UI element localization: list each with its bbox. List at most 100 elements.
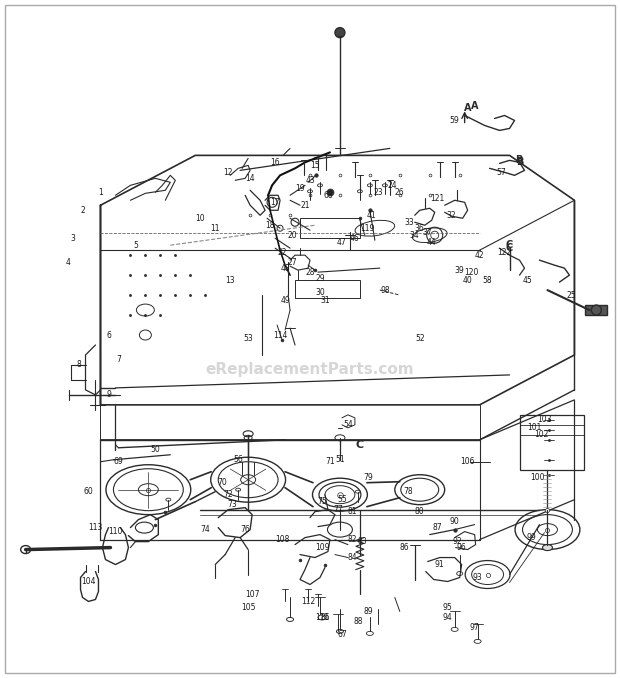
Text: 100: 100 xyxy=(530,473,545,482)
Text: 114: 114 xyxy=(273,330,287,340)
Text: 25: 25 xyxy=(567,291,576,300)
Text: 81: 81 xyxy=(347,507,356,516)
Text: 96: 96 xyxy=(457,543,466,552)
Ellipse shape xyxy=(542,544,552,551)
Text: 3: 3 xyxy=(70,234,75,243)
Text: 10: 10 xyxy=(195,214,205,223)
Bar xyxy=(520,415,585,470)
Text: 42: 42 xyxy=(475,251,484,260)
Text: 22: 22 xyxy=(277,247,287,257)
Text: 67: 67 xyxy=(337,630,347,639)
Text: 92: 92 xyxy=(453,537,463,546)
Text: 33: 33 xyxy=(405,218,415,226)
Text: 71: 71 xyxy=(325,457,335,466)
Text: 97: 97 xyxy=(470,623,479,632)
Text: 98: 98 xyxy=(380,285,389,295)
Text: 60: 60 xyxy=(84,487,94,496)
Text: 79: 79 xyxy=(363,473,373,482)
Text: 75: 75 xyxy=(317,497,327,506)
Text: 52: 52 xyxy=(415,334,425,342)
Text: 91: 91 xyxy=(435,560,445,569)
Text: 89: 89 xyxy=(363,607,373,616)
Text: 2: 2 xyxy=(80,205,85,215)
Text: 74: 74 xyxy=(200,525,210,534)
Text: 57: 57 xyxy=(497,168,507,177)
Text: 58: 58 xyxy=(483,276,492,285)
Text: 1: 1 xyxy=(98,188,103,197)
Text: 23: 23 xyxy=(373,188,383,197)
Text: 5: 5 xyxy=(133,241,138,250)
Bar xyxy=(585,305,608,315)
Text: 24: 24 xyxy=(387,181,397,190)
Text: 37: 37 xyxy=(423,228,433,237)
Text: 21: 21 xyxy=(300,201,310,210)
Text: 119: 119 xyxy=(361,224,375,233)
Text: 87: 87 xyxy=(433,523,443,532)
Text: 18: 18 xyxy=(265,221,275,230)
Text: 72: 72 xyxy=(223,490,233,499)
Text: 122: 122 xyxy=(497,247,511,257)
Text: 14: 14 xyxy=(246,174,255,183)
Text: 30: 30 xyxy=(315,287,325,296)
Text: C: C xyxy=(506,243,513,253)
Text: 104: 104 xyxy=(81,577,95,586)
Text: 83: 83 xyxy=(357,537,366,546)
Text: B: B xyxy=(516,157,523,167)
Text: 16: 16 xyxy=(270,158,280,167)
Text: 29: 29 xyxy=(315,274,325,283)
Text: 50: 50 xyxy=(151,445,160,454)
Text: 112: 112 xyxy=(301,597,315,606)
Text: 19: 19 xyxy=(295,184,305,193)
Text: 34: 34 xyxy=(410,231,420,240)
Text: 43: 43 xyxy=(305,176,315,185)
Text: 121: 121 xyxy=(430,194,445,203)
Text: 111: 111 xyxy=(315,613,329,622)
Text: 44: 44 xyxy=(427,238,436,247)
Text: 80: 80 xyxy=(415,507,425,516)
Text: C: C xyxy=(356,440,364,450)
Text: 55: 55 xyxy=(337,495,347,504)
Text: 47: 47 xyxy=(337,238,347,247)
Text: 59: 59 xyxy=(450,116,459,125)
Text: 113: 113 xyxy=(88,523,103,532)
Text: 73: 73 xyxy=(228,500,237,509)
Text: 26: 26 xyxy=(395,188,405,197)
Text: 86: 86 xyxy=(400,543,410,552)
Text: 84: 84 xyxy=(347,553,356,562)
Text: 105: 105 xyxy=(241,603,255,612)
Text: A: A xyxy=(471,102,479,111)
Text: 4: 4 xyxy=(66,258,71,266)
Text: 93: 93 xyxy=(472,573,482,582)
Text: 7: 7 xyxy=(116,355,121,365)
Text: 103: 103 xyxy=(537,416,552,424)
Text: 107: 107 xyxy=(245,590,259,599)
Text: 53: 53 xyxy=(243,334,253,342)
Text: 68: 68 xyxy=(323,191,333,200)
Text: 54: 54 xyxy=(343,420,353,429)
Text: 120: 120 xyxy=(464,268,479,277)
Text: 39: 39 xyxy=(455,266,464,275)
Circle shape xyxy=(591,305,601,315)
Text: 95: 95 xyxy=(443,603,453,612)
Text: 109: 109 xyxy=(315,543,329,552)
Text: eReplacementParts.com: eReplacementParts.com xyxy=(206,363,414,378)
Text: 46: 46 xyxy=(350,234,360,243)
Text: 40: 40 xyxy=(463,276,472,285)
Text: 101: 101 xyxy=(527,423,542,433)
Text: 78: 78 xyxy=(403,487,412,496)
Bar xyxy=(295,280,360,298)
Text: 28: 28 xyxy=(305,268,315,277)
Text: 70: 70 xyxy=(218,478,227,487)
Text: 32: 32 xyxy=(447,211,456,220)
Text: 45: 45 xyxy=(523,276,533,285)
Text: 69: 69 xyxy=(113,457,123,466)
Text: 99: 99 xyxy=(526,533,536,542)
Text: 108: 108 xyxy=(275,535,290,544)
Text: 85: 85 xyxy=(320,613,330,622)
Text: 27: 27 xyxy=(287,258,297,266)
Text: 9: 9 xyxy=(106,391,111,399)
Text: 88: 88 xyxy=(353,617,363,626)
Text: 20: 20 xyxy=(287,231,297,240)
Text: C: C xyxy=(506,240,513,250)
Text: A: A xyxy=(464,104,471,113)
